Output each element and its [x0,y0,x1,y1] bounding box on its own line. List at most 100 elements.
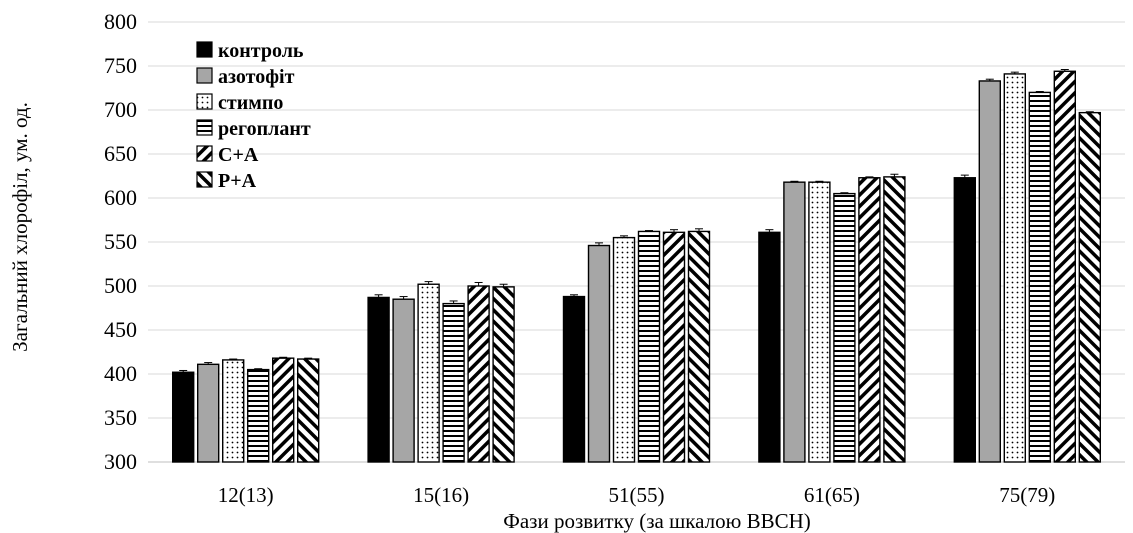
y-tick-label: 750 [104,53,137,78]
error-bar [374,294,383,298]
bar [492,286,515,463]
bar [442,302,465,463]
bar [758,231,781,463]
error-bar [279,356,288,359]
error-bar [1010,71,1019,74]
bar [612,236,636,463]
legend-label: С+А [218,144,259,166]
legend-item: стимпо [196,92,283,114]
legend-item: контроль [196,40,304,62]
x-tick-label: 12(13) [218,483,274,507]
bar [246,368,270,463]
error-bar [424,281,433,285]
y-tick-label: 500 [104,273,137,298]
y-tick-label: 450 [104,317,137,342]
x-axis-ticks: 12(13) 15(16) 51(55) 61(65) 75(79) [218,483,1056,507]
error-bar [499,283,508,287]
y-tick-label: 300 [104,449,137,474]
legend-swatch [196,119,213,136]
legend-label: регоплант [218,118,311,140]
bar [367,296,390,463]
legend-swatch [196,67,213,84]
bar [978,80,1001,463]
bar [272,357,295,463]
bar [392,298,415,463]
legend-item: регоплант [196,118,311,140]
error-bar [620,235,628,238]
error-bar [595,242,603,246]
error-bar [449,300,458,304]
y-tick-label: 400 [104,361,137,386]
error-bar [840,192,849,194]
error-bar [179,369,188,373]
bar [467,285,490,463]
error-bar [399,296,408,300]
error-bar [985,78,994,81]
bar [662,231,686,463]
error-bar [695,228,703,232]
x-tick-label: 15(16) [413,483,469,507]
y-tick-label: 600 [104,185,137,210]
bar [587,244,611,463]
legend: контроль азотофіт стимпо регоплант С+А Р+А [196,40,311,192]
bar [858,177,881,463]
legend-item: С+А [196,144,259,166]
y-tick-label: 350 [104,405,137,430]
bar [196,363,220,463]
error-bar [304,357,313,360]
legend-item: Р+А [196,170,257,192]
bar [783,181,806,463]
legend-swatch [196,145,213,162]
bar [1003,73,1026,463]
bar [562,295,586,463]
bar [687,230,711,463]
legend-label: азотофіт [218,66,295,88]
x-tick-label: 75(79) [999,483,1055,507]
legend-item: азотофіт [196,66,295,88]
error-bar [790,180,799,183]
bar [808,181,831,463]
bar [637,230,661,463]
gridlines [148,21,1125,463]
error-bar [204,362,213,365]
error-bar [645,230,653,232]
legend-label: контроль [218,40,304,62]
error-bar [1060,69,1069,72]
bar [297,358,320,463]
bar [883,176,906,463]
y-tick-label: 800 [104,9,137,34]
bar [221,359,245,463]
y-tick-label: 700 [104,97,137,122]
error-bar [865,176,874,178]
bar [833,192,856,463]
legend-swatch [196,41,213,58]
y-axis-label: Загальний хлорофіл, ум. од. [8,102,32,352]
error-bar [474,281,483,286]
error-bar [254,368,263,370]
legend-label: Р+А [218,170,257,192]
bar [1053,70,1077,463]
error-bar [765,229,774,233]
bar [953,177,976,463]
error-bar [1035,91,1044,93]
legend-swatch [196,93,213,110]
x-tick-label: 51(55) [609,483,665,507]
y-tick-label: 650 [104,141,137,166]
error-bar [229,358,238,360]
error-bar [815,180,824,183]
error-bar [890,173,899,177]
legend-swatch [196,171,213,188]
error-bar [960,174,969,178]
error-bar [1085,111,1094,113]
bar [1078,111,1102,463]
x-tick-label: 61(65) [804,483,860,507]
error-bar [570,294,578,297]
error-bar [670,229,678,233]
bars [171,69,1102,463]
y-tick-label: 550 [104,229,137,254]
x-axis-label: Фази розвитку (за шкалою BBCH) [503,509,811,533]
bar [171,371,195,463]
legend-label: стимпо [218,92,283,114]
bar [1028,91,1052,463]
